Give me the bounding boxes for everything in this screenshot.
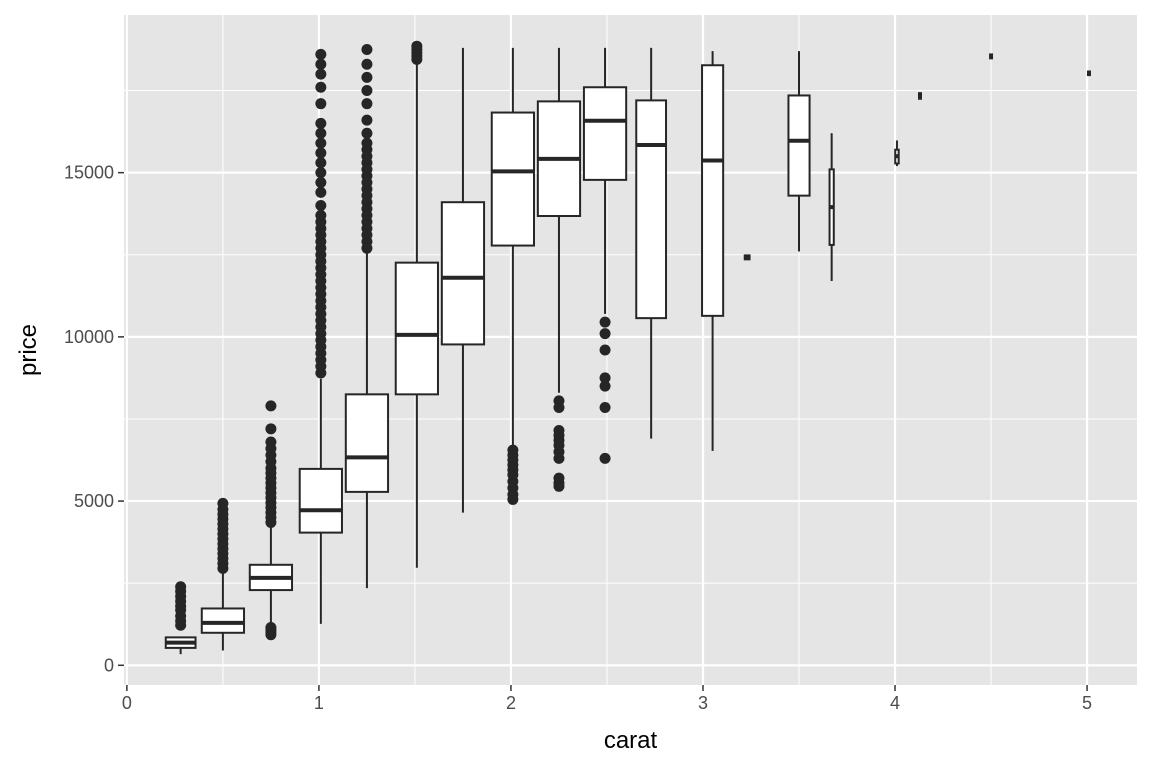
outlier-point [315, 58, 327, 70]
box-iqr [344, 393, 390, 493]
outlier-point [599, 316, 611, 328]
box-iqr [701, 64, 725, 317]
outlier-point [315, 147, 327, 159]
box-iqr [490, 111, 536, 247]
x-tick-label: 0 [122, 693, 132, 713]
box-group [298, 48, 343, 624]
box-group [248, 400, 294, 641]
outlier-point [315, 137, 327, 149]
outlier-point [315, 98, 327, 110]
outlier-point [553, 472, 565, 484]
outlier-point [361, 98, 373, 110]
outlier-point [361, 114, 373, 126]
outlier-point [599, 344, 611, 356]
box-iqr [298, 467, 343, 534]
y-tick-label: 5000 [74, 491, 114, 511]
box-marks [164, 40, 1091, 655]
outlier-point [315, 186, 327, 198]
outlier-point [361, 85, 373, 97]
y-tick-label: 0 [104, 655, 114, 675]
box-group [394, 40, 439, 568]
x-tick-label: 5 [1082, 693, 1092, 713]
outlier-point [265, 436, 277, 448]
box-group [344, 43, 390, 589]
y-tick-label: 15000 [64, 163, 114, 183]
outlier-point [265, 622, 277, 634]
outlier-point [315, 48, 327, 60]
box-iqr [635, 99, 668, 320]
box-iqr [394, 261, 439, 396]
box-group [582, 47, 628, 464]
x-tick-label: 4 [890, 693, 900, 713]
box-iqr [440, 201, 486, 346]
box-group [917, 92, 922, 100]
box-group [1086, 70, 1091, 77]
y-tick-label: 10000 [64, 327, 114, 347]
outlier-point [315, 68, 327, 80]
outlier-point [361, 71, 373, 83]
outlier-point [315, 117, 327, 129]
outlier-point [315, 81, 327, 93]
box-group [490, 47, 536, 505]
outlier-point [411, 40, 423, 52]
box-group [536, 47, 582, 492]
outlier-point [599, 452, 611, 464]
outlier-point [315, 157, 327, 169]
x-tick-label: 3 [698, 693, 708, 713]
x-tick-label: 1 [314, 693, 324, 713]
outlier-point [361, 127, 373, 139]
outlier-point [315, 177, 327, 188]
box-iqr [200, 607, 246, 634]
outlier-point [361, 43, 373, 55]
box-group [200, 497, 246, 651]
y-axis-title: price [15, 324, 42, 376]
outlier-point [599, 401, 611, 413]
box-group [743, 254, 751, 261]
outlier-point [553, 395, 565, 407]
outlier-point [217, 497, 229, 509]
outlier-point [361, 137, 373, 149]
x-axis-title: carat [604, 727, 658, 754]
box-group [787, 51, 811, 252]
outlier-point [315, 199, 327, 211]
outlier-point [599, 380, 611, 392]
box-group [164, 581, 197, 655]
outlier-point [265, 400, 277, 412]
box-group [701, 51, 725, 451]
outlier-point [507, 444, 519, 456]
outlier-point [599, 372, 611, 384]
box-iqr [787, 94, 811, 197]
box-group [635, 47, 668, 439]
box-group [894, 140, 900, 167]
outlier-point [315, 209, 327, 221]
outlier-point [361, 58, 373, 70]
x-tick-label: 2 [506, 693, 516, 713]
box-iqr [582, 86, 628, 181]
axes: 0 1 2 3 4 5 0 5000 10000 15000 [64, 163, 1092, 713]
outlier-point [265, 423, 277, 435]
box-group [828, 133, 835, 282]
box-group [440, 47, 486, 513]
outlier-point [315, 127, 327, 139]
outlier-point [553, 424, 565, 436]
outlier-point [175, 581, 187, 593]
outlier-point [315, 167, 327, 179]
box-group [989, 53, 994, 60]
outlier-point [599, 328, 611, 340]
